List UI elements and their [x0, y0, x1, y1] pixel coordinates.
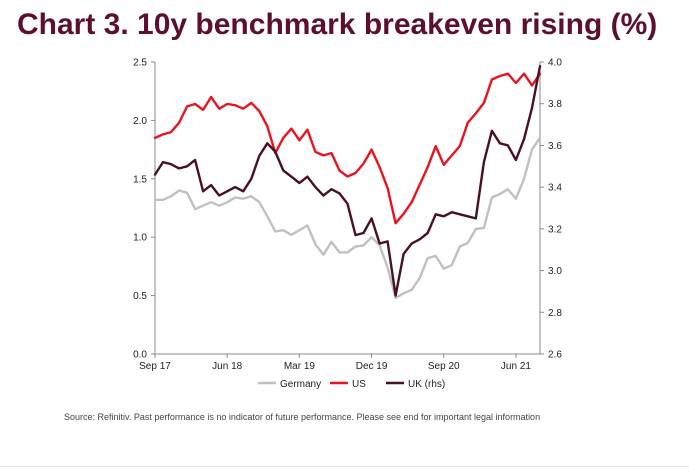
series-line-uk-rhs — [153, 64, 542, 297]
y-right-tick-label: 2.6 — [548, 350, 562, 361]
y-left-tick-label: 2.0 — [133, 116, 147, 127]
source-note: Source: Refinitiv. Past performance is n… — [64, 412, 541, 422]
series-layer — [153, 64, 542, 300]
y-right-tick-label: 2.8 — [548, 308, 562, 319]
x-tick-label: Sep 20 — [428, 361, 460, 372]
x-tick-label: Sep 17 — [139, 361, 171, 372]
legend-label-us: US — [352, 379, 366, 390]
x-tick-label: Jun 21 — [501, 361, 531, 372]
bottom-rule — [0, 466, 689, 467]
y-right-tick-label: 3.0 — [548, 266, 562, 277]
y-right-tick-label: 3.8 — [548, 99, 562, 110]
x-tick-label: Dec 19 — [356, 361, 388, 372]
series-line-us — [153, 72, 542, 225]
legend: Germany US UK (rhs) — [258, 379, 445, 390]
y-right-tick-label: 3.2 — [548, 224, 562, 235]
y-right-tick-label: 4.0 — [548, 58, 562, 69]
y-left-tick-label: 0.0 — [133, 350, 147, 361]
y-left-tick-label: 0.5 — [133, 291, 147, 302]
x-tick-label: Mar 19 — [284, 361, 316, 372]
y-right-tick-label: 3.4 — [548, 183, 562, 194]
y-left-tick-label: 1.5 — [133, 174, 147, 185]
y-right-tick-label: 3.6 — [548, 141, 562, 152]
series-line-germany — [153, 136, 542, 300]
axes: 0.0 0.5 1.0 1.5 2.0 2.5 2.6 2.8 3.0 3.2 3.4 3.6 3.8 4… — [133, 58, 562, 373]
chart-title: Chart 3. 10y benchmark breakeven rising … — [17, 8, 658, 41]
legend-label-uk-rhs: UK (rhs) — [408, 379, 445, 390]
legend-label-germany: Germany — [280, 379, 321, 390]
y-left-tick-label: 2.5 — [133, 58, 147, 69]
x-tick-label: Jun 18 — [212, 361, 242, 372]
y-left-tick-label: 1.0 — [133, 233, 147, 244]
